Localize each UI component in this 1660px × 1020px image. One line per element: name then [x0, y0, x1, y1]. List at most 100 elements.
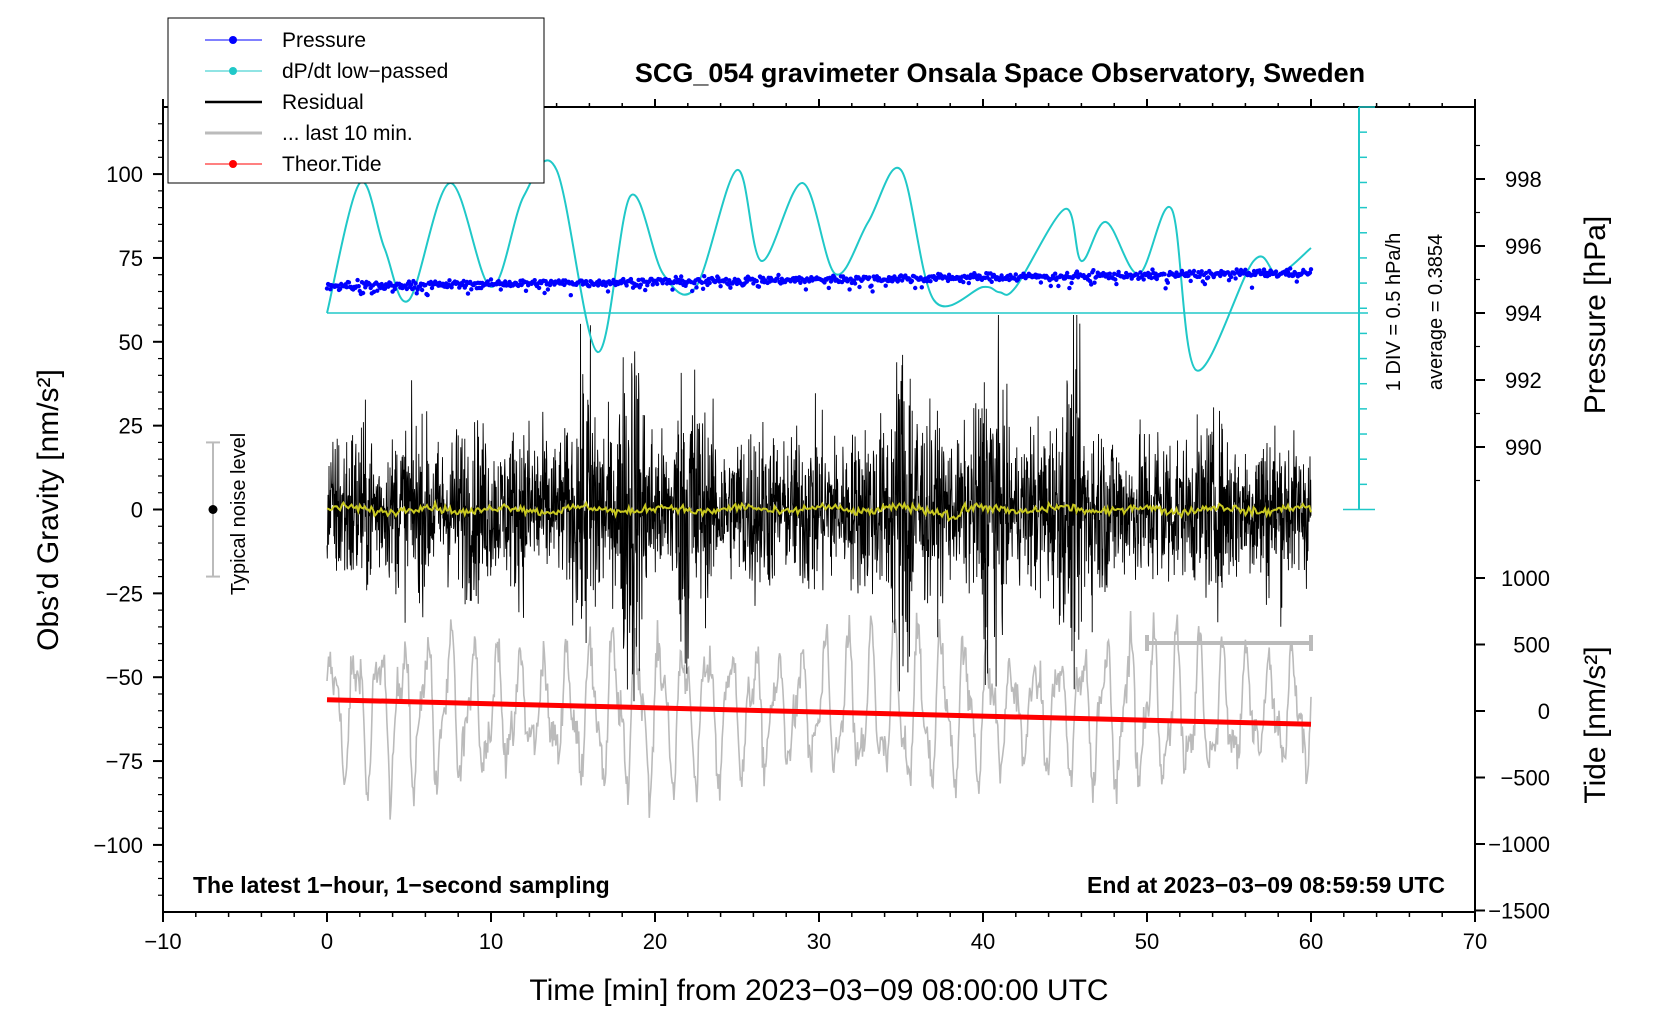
pressure-point [1141, 277, 1146, 282]
pressure-point [867, 275, 872, 280]
pressure-point [699, 280, 705, 285]
pressure-point [447, 278, 452, 283]
pressure-point [536, 285, 542, 291]
pressure-point [975, 276, 980, 282]
pressure-point [465, 291, 471, 296]
legend-label: dP/dt low−passed [282, 60, 448, 83]
pressure-point [650, 282, 655, 287]
pressure-point [1285, 269, 1291, 275]
pressure-point [989, 279, 994, 284]
left-gravity-axis: 100 75 50 25 0 −25 −50 −75 −100 [93, 123, 163, 896]
pressure-point [1273, 269, 1279, 274]
pressure-axis-label: Pressure [hPa] [1579, 216, 1612, 414]
x-tick-label: 10 [479, 929, 503, 954]
pressure-tick-label: 992 [1505, 368, 1542, 393]
pressure-point [542, 290, 547, 296]
x-tick-label: 40 [971, 929, 995, 954]
legend-label: ... last 10 min. [282, 122, 413, 145]
legend: Pressure dP/dt low−passed Residual ... last… [167, 17, 545, 184]
pressure-point [1091, 268, 1096, 273]
pressure-point [1226, 278, 1232, 283]
last-10-min-span [1145, 635, 1313, 651]
x-tick-label: 70 [1463, 929, 1487, 954]
pressure-point [883, 283, 888, 288]
pressure-point [919, 285, 924, 290]
pressure-tick-label: 998 [1505, 167, 1542, 192]
pressure-point [412, 285, 417, 290]
pressure-point [1053, 271, 1058, 276]
pressure-point [744, 279, 749, 284]
pressure-point [913, 285, 918, 291]
pressure-point [355, 277, 360, 283]
pressure-point [1233, 276, 1238, 281]
series-residual [326, 314, 1312, 702]
pressure-point [702, 274, 707, 279]
series-layer [324, 159, 1368, 820]
pressure-point [1092, 280, 1097, 285]
pressure-point [425, 292, 430, 298]
tide-tick-label: 0 [1538, 699, 1550, 724]
pressure-point [523, 288, 529, 293]
pressure-point [386, 284, 391, 289]
pressure-point [469, 287, 474, 292]
y-tick-label: 0 [131, 498, 143, 523]
pressure-point [870, 289, 875, 294]
pressure-point [1307, 270, 1313, 275]
pressure-point [655, 281, 660, 287]
pressure-point [1113, 277, 1118, 282]
pressure-point [1249, 285, 1255, 290]
scale-label-line1: 1 DIV = 0.5 hPa/h [1383, 233, 1405, 391]
tide-tick-label: −1500 [1488, 899, 1550, 924]
x-tick-label: 0 [321, 929, 333, 954]
pressure-point [852, 281, 858, 286]
pressure-point [727, 278, 732, 283]
typical-noise-marker [206, 441, 220, 578]
pressure-point [611, 277, 616, 283]
chart-title: SCG_054 gravimeter Onsala Space Observat… [635, 58, 1365, 88]
pressure-point [1150, 267, 1155, 272]
pressure-point [1174, 270, 1179, 275]
pressure-tick-label: 996 [1505, 234, 1542, 259]
pressure-point [498, 287, 503, 292]
pressure-point [1163, 286, 1168, 291]
pressure-point [587, 284, 592, 289]
pressure-point [1089, 282, 1094, 287]
pressure-point [1186, 273, 1191, 278]
pressure-point [803, 287, 809, 292]
y-tick-label: 25 [119, 414, 143, 439]
pressure-point [718, 284, 723, 289]
series-pressure [324, 266, 1314, 298]
pressure-point [1188, 278, 1193, 284]
right-tide-axis: 1000 500 0 −500 −1000 −1500 [1475, 566, 1550, 924]
pressure-point [488, 277, 494, 282]
pressure-point [413, 281, 418, 286]
pressure-point [1074, 269, 1080, 274]
pressure-point [1065, 270, 1070, 276]
pressure-point [392, 286, 397, 292]
x-axis-label: Time [min] from 2023−03−09 08:00:00 UTC [529, 974, 1108, 1007]
pressure-point [700, 286, 706, 291]
pressure-point [643, 287, 648, 293]
pressure-point [961, 279, 966, 285]
pressure-point [847, 287, 852, 292]
pressure-point [1191, 268, 1197, 274]
pressure-point [925, 279, 930, 284]
pressure-point [1162, 272, 1167, 277]
pressure-tick-label: 990 [1505, 435, 1542, 460]
pressure-point [356, 284, 361, 289]
series-last-10-min [326, 610, 1312, 820]
pressure-point [624, 283, 629, 288]
legend-label: Residual [282, 91, 364, 114]
tide-tick-label: −500 [1500, 766, 1550, 791]
pressure-point [1257, 268, 1262, 273]
pressure-point [1056, 283, 1061, 289]
pressure-point [335, 283, 341, 288]
pressure-point [1013, 272, 1018, 277]
pressure-point [679, 274, 684, 279]
pressure-point [628, 276, 634, 282]
pressure-point [775, 276, 780, 281]
scale-label-line2: average = 0.3854 [1425, 234, 1447, 390]
x-axis: −10 0 10 20 30 40 50 60 70 [144, 99, 1487, 954]
pressure-point [1149, 275, 1154, 281]
